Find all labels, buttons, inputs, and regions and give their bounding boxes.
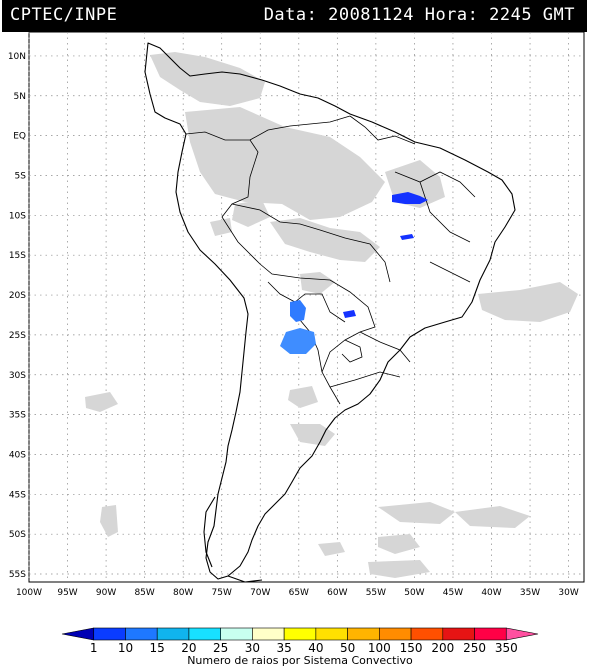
legend-swatch xyxy=(188,627,221,641)
coastline xyxy=(144,42,516,583)
lon-label: 30W xyxy=(558,588,578,598)
lat-label: 50S xyxy=(9,530,26,540)
legend-label: 350 xyxy=(495,641,518,655)
legend-swatch xyxy=(347,627,380,641)
lon-label: 60W xyxy=(327,588,347,598)
legend-swatch xyxy=(474,627,507,641)
lat-label: 5N xyxy=(14,92,26,102)
legend-label: 1 xyxy=(90,641,98,655)
lon-label: 70W xyxy=(250,588,270,598)
header-datetime: Data: 20081124 Hora: 2245 GMT xyxy=(263,5,575,25)
lat-label: EQ xyxy=(13,132,26,142)
legend-swatch xyxy=(442,627,475,641)
legend-label: 40 xyxy=(308,641,323,655)
country-borders xyxy=(185,115,476,405)
legend-label: 10 xyxy=(118,641,133,655)
lon-label: 65W xyxy=(289,588,309,598)
legend-swatch xyxy=(315,627,348,641)
lat-label: 10N xyxy=(8,52,26,62)
lat-label: 15S xyxy=(9,251,26,261)
lon-label: 80W xyxy=(173,588,193,598)
lat-label: 25S xyxy=(9,331,26,341)
legend-swatch xyxy=(379,627,412,641)
legend-swatch xyxy=(61,627,95,641)
color-legend: 1 10 15 20 25 30 35 40 50 100 150 200 250 350 Numero … xyxy=(61,627,539,667)
legend-swatch xyxy=(505,627,539,641)
lightning-cluster-east xyxy=(343,310,356,318)
legend-label: 200 xyxy=(431,641,454,655)
header-bar: CPTEC/INPE Data: 20081124 Hora: 2245 GMT xyxy=(2,0,587,32)
cloud-cover xyxy=(85,52,578,578)
lat-label: 30S xyxy=(9,371,26,381)
legend-label: 150 xyxy=(400,641,423,655)
legend-swatch xyxy=(125,627,158,641)
lat-label: 10S xyxy=(9,211,26,221)
lon-label: 75W xyxy=(212,588,232,598)
legend-swatch xyxy=(93,627,126,641)
lon-label: 85W xyxy=(134,588,154,598)
legend-label: 50 xyxy=(340,641,355,655)
lon-label: 90W xyxy=(96,588,116,598)
legend-label: 250 xyxy=(463,641,486,655)
lon-label: 45W xyxy=(443,588,463,598)
lat-label: 5S xyxy=(15,171,27,181)
legend-swatch xyxy=(156,627,190,641)
lightning-cluster-north xyxy=(392,192,428,204)
longitude-labels: 100W 95W 90W 85W 80W 75W 70W 65W 60W 55W 50W 45W 40W… xyxy=(16,588,579,598)
legend-label: 30 xyxy=(245,641,260,655)
lon-label: 55W xyxy=(366,588,386,598)
legend-swatch xyxy=(220,627,253,641)
legend-label: 20 xyxy=(181,641,196,655)
lon-label: 50W xyxy=(404,588,424,598)
lat-label: 55S xyxy=(9,570,26,580)
lon-label: 100W xyxy=(16,588,42,598)
lightning-cluster-central xyxy=(400,234,414,240)
legend-title: Numero de raios por Sistema Convectivo xyxy=(187,654,413,667)
legend-label: 15 xyxy=(150,641,165,655)
lon-label: 95W xyxy=(57,588,77,598)
legend-label: 25 xyxy=(213,641,228,655)
legend-labels: 1 10 15 20 25 30 35 40 50 100 150 200 250 350 xyxy=(90,641,518,655)
lightning-clusters xyxy=(280,192,428,354)
latitude-labels: 10N 5N EQ 5S 10S 15S 20S 25S 30S 35S 40S 45S 50S 55S xyxy=(8,52,26,580)
lon-label: 40W xyxy=(481,588,501,598)
lightning-cluster-bolivia xyxy=(290,300,306,322)
lat-label: 45S xyxy=(9,490,26,500)
legend-label: 35 xyxy=(276,641,291,655)
south-america-map: 10N5NEQ5S10S15S20S25S30S35S40S45S50S55S … xyxy=(8,32,585,598)
lat-label: 35S xyxy=(9,411,26,421)
legend-swatch xyxy=(283,627,317,641)
legend-colorbar xyxy=(61,627,539,641)
lat-label: 40S xyxy=(9,450,26,460)
legend-swatch xyxy=(252,627,285,641)
legend-label: 100 xyxy=(368,641,391,655)
lightning-cluster-paraguay xyxy=(280,328,316,354)
header-source: CPTEC/INPE xyxy=(10,5,118,25)
lat-label: 20S xyxy=(9,291,26,301)
lon-label: 35W xyxy=(520,588,540,598)
legend-swatch xyxy=(410,627,444,641)
